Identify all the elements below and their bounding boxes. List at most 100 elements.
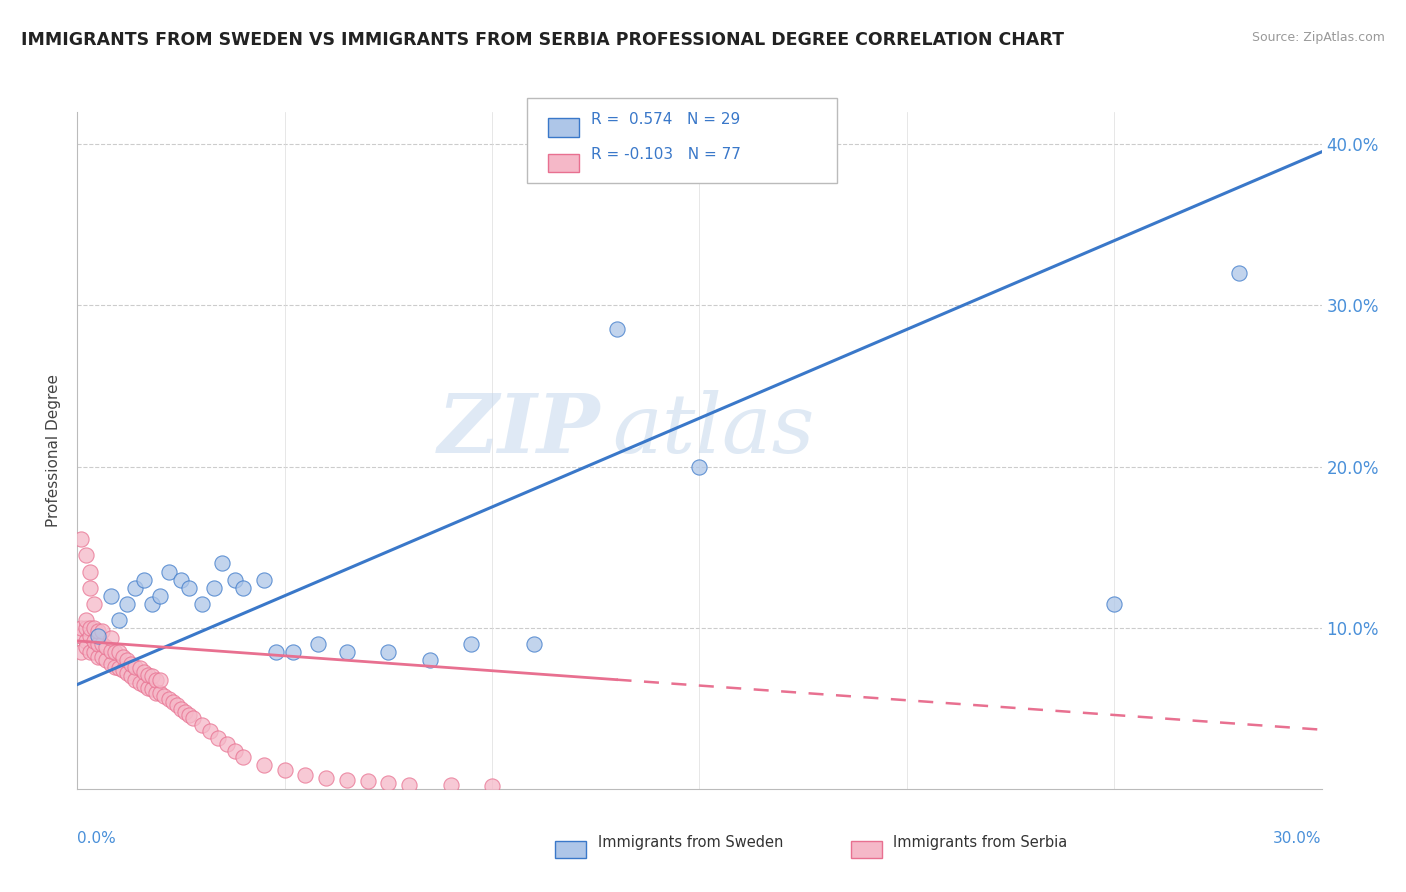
- Point: [224, 573, 246, 587]
- Point: [91, 624, 114, 639]
- Point: [136, 668, 159, 682]
- Point: [79, 581, 101, 595]
- Text: R = -0.103   N = 77: R = -0.103 N = 77: [591, 146, 741, 161]
- Point: [357, 774, 380, 789]
- Point: [689, 459, 711, 474]
- Point: [75, 640, 97, 655]
- Point: [307, 637, 329, 651]
- Point: [274, 763, 297, 777]
- Point: [111, 663, 134, 677]
- Text: Source: ZipAtlas.com: Source: ZipAtlas.com: [1251, 31, 1385, 45]
- Point: [100, 589, 122, 603]
- Point: [1227, 266, 1250, 280]
- Point: [108, 613, 131, 627]
- Point: [145, 685, 167, 699]
- Point: [460, 637, 482, 651]
- Point: [1104, 597, 1126, 611]
- Point: [70, 533, 93, 547]
- Point: [211, 557, 233, 571]
- Point: [202, 581, 225, 595]
- Point: [157, 692, 180, 706]
- Point: [100, 643, 122, 657]
- Point: [75, 613, 97, 627]
- Point: [87, 629, 110, 643]
- Point: [124, 581, 146, 595]
- Point: [253, 758, 276, 772]
- Text: R =  0.574   N = 29: R = 0.574 N = 29: [591, 112, 740, 127]
- Point: [79, 621, 101, 635]
- Text: ZIP: ZIP: [437, 390, 600, 470]
- Point: [108, 661, 131, 675]
- Point: [191, 718, 214, 732]
- Point: [523, 637, 546, 651]
- Point: [111, 650, 134, 665]
- Point: [170, 702, 193, 716]
- Point: [83, 621, 105, 635]
- Y-axis label: Professional Degree: Professional Degree: [46, 374, 62, 527]
- Point: [315, 771, 337, 785]
- Text: 30.0%: 30.0%: [1274, 831, 1322, 847]
- Point: [96, 653, 118, 667]
- Point: [294, 768, 316, 782]
- Text: Immigrants from Sweden: Immigrants from Sweden: [598, 835, 783, 849]
- Text: 0.0%: 0.0%: [77, 831, 117, 847]
- Point: [141, 669, 163, 683]
- Point: [75, 621, 97, 635]
- Point: [253, 573, 276, 587]
- Point: [141, 597, 163, 611]
- Point: [70, 629, 93, 643]
- Point: [120, 669, 142, 683]
- Point: [232, 581, 254, 595]
- Point: [104, 645, 127, 659]
- Point: [83, 597, 105, 611]
- Point: [606, 322, 628, 336]
- Point: [104, 659, 127, 673]
- Point: [108, 645, 131, 659]
- Point: [91, 650, 114, 665]
- Point: [157, 565, 180, 579]
- Point: [166, 698, 188, 713]
- Point: [83, 645, 105, 659]
- Point: [179, 708, 201, 723]
- Point: [170, 573, 193, 587]
- Point: [141, 682, 163, 697]
- Point: [266, 645, 288, 659]
- Point: [215, 737, 238, 751]
- Point: [115, 653, 138, 667]
- Point: [232, 750, 254, 764]
- Point: [87, 650, 110, 665]
- Point: [79, 629, 101, 643]
- Point: [174, 705, 197, 719]
- Point: [75, 634, 97, 648]
- Point: [153, 689, 176, 703]
- Text: atlas: atlas: [613, 390, 814, 470]
- Point: [149, 685, 172, 699]
- Point: [115, 597, 138, 611]
- Point: [128, 676, 150, 690]
- Point: [132, 677, 155, 691]
- Point: [100, 657, 122, 671]
- Point: [398, 778, 420, 792]
- Point: [336, 772, 359, 787]
- Point: [75, 549, 97, 563]
- Point: [224, 744, 246, 758]
- Point: [79, 645, 101, 659]
- Point: [100, 631, 122, 645]
- Point: [91, 637, 114, 651]
- Point: [136, 681, 159, 695]
- Point: [377, 776, 399, 790]
- Point: [162, 695, 184, 709]
- Point: [79, 565, 101, 579]
- Text: Immigrants from Serbia: Immigrants from Serbia: [893, 835, 1067, 849]
- Point: [132, 665, 155, 679]
- Point: [336, 645, 359, 659]
- Point: [481, 779, 503, 793]
- Point: [198, 724, 221, 739]
- Point: [70, 645, 93, 659]
- Point: [87, 624, 110, 639]
- Point: [128, 661, 150, 675]
- Point: [281, 645, 304, 659]
- Point: [149, 673, 172, 687]
- Point: [70, 621, 93, 635]
- Point: [145, 673, 167, 687]
